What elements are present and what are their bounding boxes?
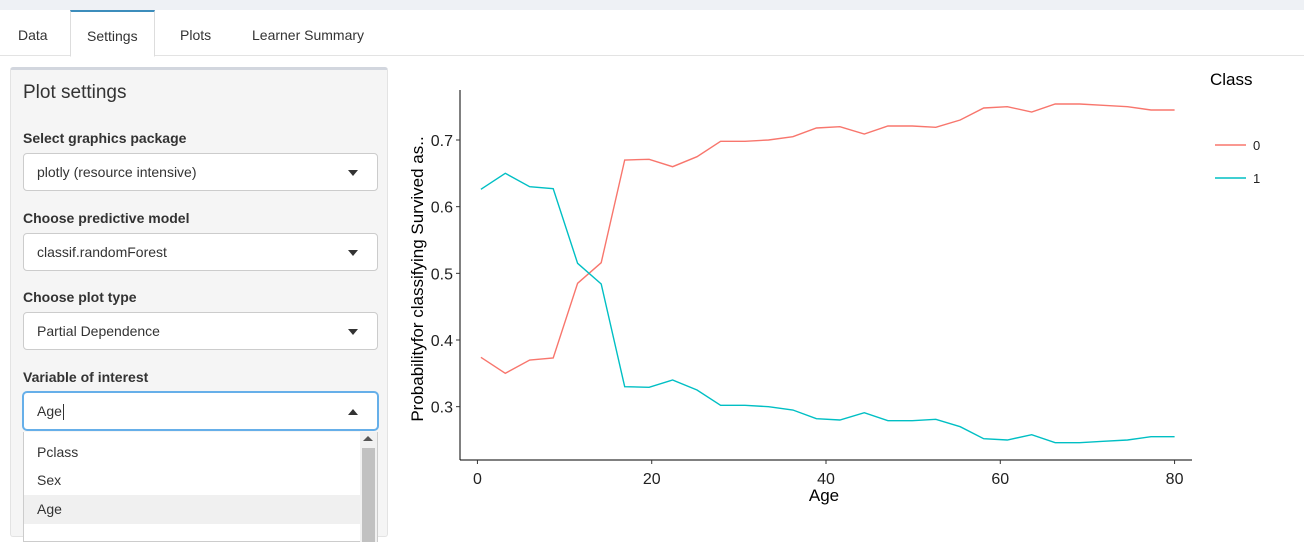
dropdown-scrollbar[interactable] bbox=[360, 432, 377, 542]
legend-title: Class bbox=[1210, 70, 1253, 89]
dropdown-option-sex[interactable]: Sex bbox=[37, 472, 62, 488]
dropdown-option-pclass[interactable]: Pclass bbox=[37, 444, 79, 460]
variable-dropdown-list: Pclass Sex Age bbox=[23, 432, 378, 542]
variable-of-interest-input[interactable]: Age bbox=[23, 392, 378, 430]
graphics-package-select[interactable]: plotly (resource intensive) bbox=[23, 153, 378, 191]
scrollbar-thumb[interactable] bbox=[362, 448, 375, 542]
x-tick-label: 80 bbox=[1166, 471, 1184, 488]
x-tick-label: 0 bbox=[473, 471, 482, 488]
plot-type-label: Choose plot type bbox=[23, 289, 137, 305]
x-tick-label: 20 bbox=[643, 471, 661, 488]
y-tick-label: 0.3 bbox=[431, 400, 453, 417]
text-cursor bbox=[62, 404, 64, 421]
legend-label-class-1: 1 bbox=[1253, 171, 1260, 186]
x-tick-label: 60 bbox=[991, 471, 1009, 488]
x-tick-label: 40 bbox=[817, 471, 835, 488]
tab-data[interactable]: Data bbox=[18, 27, 48, 43]
panel-title: Plot settings bbox=[23, 82, 127, 103]
plot-settings-panel: Plot settings Select graphics package pl… bbox=[10, 67, 388, 542]
dropdown-option-age[interactable]: Age bbox=[24, 495, 361, 524]
x-axis-label: Age bbox=[809, 486, 839, 505]
graphics-package-label: Select graphics package bbox=[23, 130, 187, 146]
caret-down-icon bbox=[348, 329, 358, 335]
series-line-class-1 bbox=[480, 172, 1175, 444]
variable-of-interest-label: Variable of interest bbox=[23, 369, 149, 385]
caret-down-icon bbox=[348, 170, 358, 176]
predictive-model-label: Choose predictive model bbox=[23, 210, 190, 226]
predictive-model-value: classif.randomForest bbox=[37, 244, 167, 260]
tab-bar: Data Settings Plots Learner Summary bbox=[0, 10, 1304, 57]
top-strip bbox=[0, 0, 1304, 10]
y-tick-label: 0.5 bbox=[431, 266, 453, 283]
y-tick-label: 0.4 bbox=[431, 333, 453, 350]
series-line-class-0 bbox=[480, 103, 1175, 375]
predictive-model-select[interactable]: classif.randomForest bbox=[23, 233, 378, 271]
tab-plots[interactable]: Plots bbox=[180, 27, 212, 43]
y-tick-label: 0.7 bbox=[431, 133, 453, 150]
y-tick-label: 0.6 bbox=[431, 200, 453, 217]
variable-of-interest-value: Age bbox=[37, 403, 62, 419]
plot-type-value: Partial Dependence bbox=[37, 323, 160, 339]
graphics-package-value: plotly (resource intensive) bbox=[37, 164, 197, 180]
plot-type-select[interactable]: Partial Dependence bbox=[23, 312, 378, 350]
scroll-up-arrow-icon[interactable] bbox=[363, 436, 373, 441]
caret-up-icon bbox=[348, 409, 358, 415]
legend-label-class-0: 0 bbox=[1253, 138, 1260, 153]
tab-settings[interactable]: Settings bbox=[70, 10, 155, 57]
partial-dependence-chart: 0.3 0.4 0.5 0.6 0.7 0 20 40 60 80 Age Probabilityfo… bbox=[408, 70, 1260, 505]
y-axis-label: Probabilityfor classifying Survived as.. bbox=[408, 136, 427, 421]
tab-learner-summary[interactable]: Learner Summary bbox=[252, 27, 365, 43]
caret-down-icon bbox=[348, 250, 358, 256]
